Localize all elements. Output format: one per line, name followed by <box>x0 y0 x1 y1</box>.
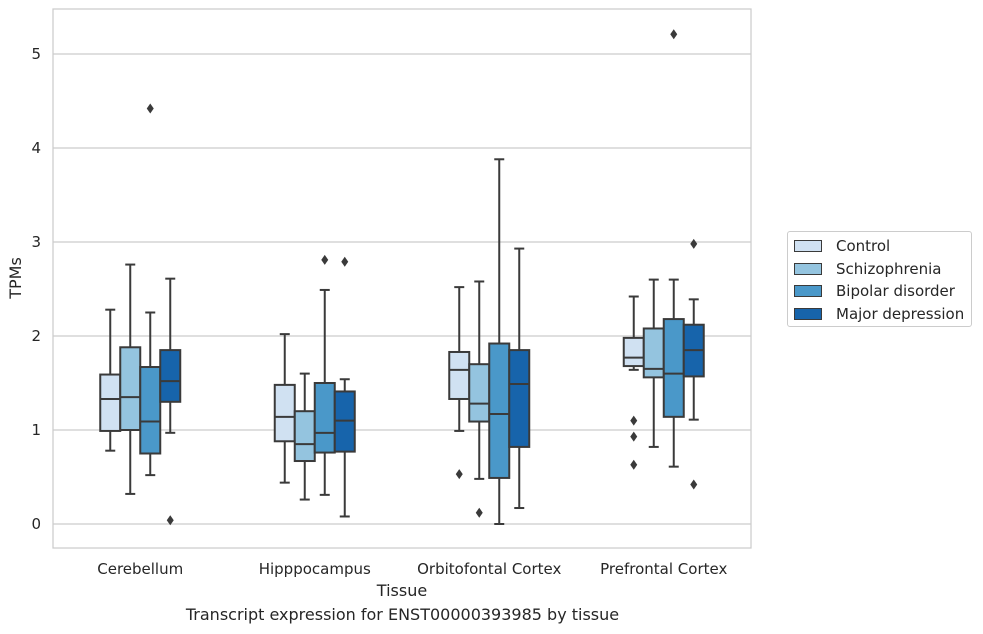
x-tick-labels: Cerebellum Hipppocampus Orbitofontal Corte… <box>97 560 727 578</box>
legend-label: Schizophrenia <box>836 259 942 278</box>
legend-label: Bipolar disorder <box>836 282 955 300</box>
outlier-point <box>341 256 349 267</box>
box-bipolar-disorder <box>662 29 685 468</box>
iqr-box <box>622 336 645 368</box>
outlier-point <box>166 515 174 526</box>
box-bipolar-disorder <box>488 158 511 525</box>
x-tick-label: Hipppocampus <box>259 560 371 578</box>
box-major-depression <box>333 256 356 518</box>
outlier-point <box>146 103 154 114</box>
legend-item: Schizophrenia <box>794 260 941 278</box>
legend-label: Control <box>836 237 891 255</box>
box-schizophrenia <box>119 263 142 495</box>
outlier-point <box>455 469 463 480</box>
box-control <box>622 295 645 470</box>
y-tick-label: 0 <box>31 515 41 533</box>
legend-item: Bipolar disorder <box>794 282 955 300</box>
outlier-point <box>321 254 329 265</box>
iqr-box <box>468 363 491 423</box>
plot-frame <box>52 8 752 549</box>
x-tick-label: Prefrontal Cortex <box>600 560 727 578</box>
box-major-depression <box>508 247 531 510</box>
iqr-box <box>448 350 471 400</box>
iqr-box <box>99 373 122 432</box>
iqr-box <box>642 327 665 379</box>
chart-caption: Transcript expression for ENST0000039398… <box>185 605 620 624</box>
outlier-point <box>670 29 678 40</box>
outlier-point <box>690 479 698 490</box>
box-schizophrenia <box>468 280 491 518</box>
outlier-point <box>630 431 638 442</box>
iqr-box <box>662 318 685 418</box>
iqr-box <box>159 349 182 403</box>
y-axis-label: TPMs <box>6 257 25 300</box>
y-tick-label: 3 <box>31 233 41 251</box>
legend-item: Control <box>794 237 890 255</box>
x-axis-label: Tissue <box>376 581 427 600</box>
legend-swatch <box>794 240 822 252</box>
box-schizophrenia <box>642 278 665 448</box>
legend-item: Major depression <box>794 305 964 323</box>
box-major-depression <box>682 238 705 490</box>
iqr-box <box>313 382 336 454</box>
box-control <box>273 333 296 484</box>
legend: Control Schizophrenia Bipolar disorder Majo… <box>787 231 972 327</box>
y-tick-labels: 0 1 2 3 4 5 <box>31 45 41 533</box>
legend-swatch <box>794 285 822 297</box>
iqr-box <box>119 346 142 431</box>
box-control <box>448 286 471 480</box>
iqr-box <box>293 410 316 463</box>
box-control <box>99 308 122 452</box>
x-tick-label: Orbitofontal Cortex <box>417 560 561 578</box>
x-tick-label: Cerebellum <box>97 560 183 578</box>
legend-swatch <box>794 307 822 320</box>
outlier-point <box>690 238 698 249</box>
legend-label: Major depression <box>836 304 965 323</box>
y-tick-label: 5 <box>31 45 41 63</box>
iqr-box <box>508 349 531 448</box>
legend-swatch <box>794 262 822 275</box>
outlier-point <box>630 415 638 426</box>
y-tick-label: 1 <box>31 421 41 439</box>
y-tick-label: 4 <box>31 139 41 157</box>
y-tick-label: 2 <box>31 327 41 345</box>
iqr-box <box>488 342 511 479</box>
box-major-depression <box>159 277 182 526</box>
outlier-point <box>630 459 638 470</box>
iqr-box <box>273 383 296 443</box>
box-layer <box>99 29 705 526</box>
box-bipolar-disorder <box>313 254 336 496</box>
iqr-box <box>139 366 162 455</box>
box-bipolar-disorder <box>139 103 162 477</box>
box-schizophrenia <box>293 372 316 501</box>
outlier-point <box>475 507 483 518</box>
